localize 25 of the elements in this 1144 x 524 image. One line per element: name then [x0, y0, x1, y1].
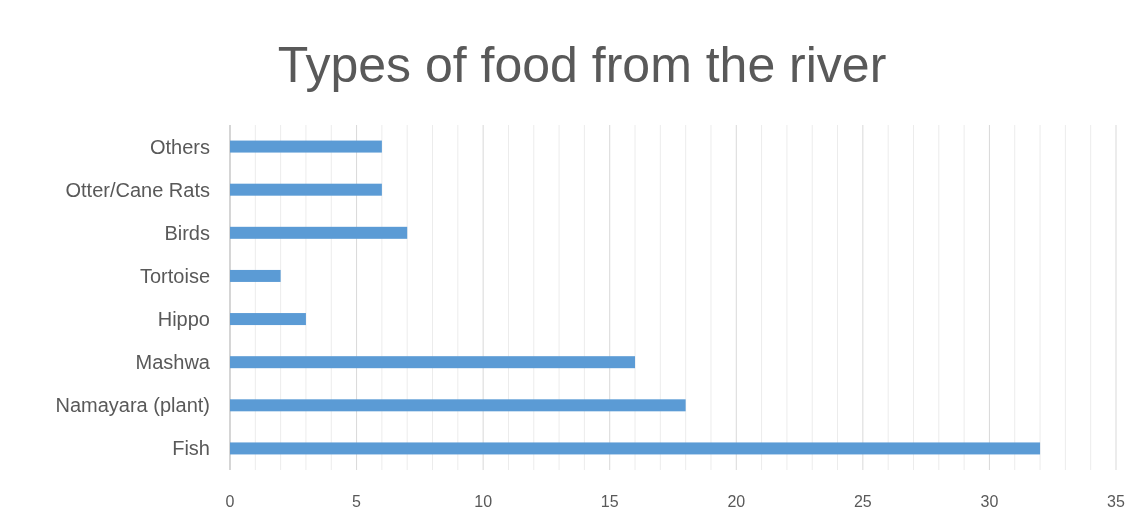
x-tick-label: 35 [1107, 493, 1125, 510]
x-tick-label: 15 [600, 493, 619, 510]
bar [230, 226, 408, 239]
x-tick-label: 5 [352, 493, 362, 510]
y-tick-label: Namayara (plant) [55, 394, 210, 417]
x-tick-label: 30 [980, 493, 999, 510]
x-tick-label: 20 [727, 493, 746, 510]
y-tick-label: Birds [164, 221, 210, 244]
chart-title: Types of food from the river [277, 37, 887, 93]
bar [230, 399, 686, 412]
bar [230, 140, 382, 153]
bar [230, 442, 1041, 455]
y-tick-label: Mashwa [135, 351, 211, 374]
bar [230, 183, 382, 196]
y-tick-label: Tortoise [139, 264, 210, 287]
bar [230, 269, 281, 282]
x-tick-label: 10 [474, 493, 493, 510]
x-tick-label: 25 [853, 493, 872, 510]
bar [230, 356, 636, 369]
y-tick-label: Otter/Cane Rats [65, 178, 210, 201]
x-tick-label: 0 [225, 493, 235, 510]
bar [230, 313, 306, 326]
y-tick-label: Hippo [157, 308, 210, 331]
y-tick-label: Others [149, 135, 210, 158]
y-tick-label: Fish [172, 437, 210, 460]
